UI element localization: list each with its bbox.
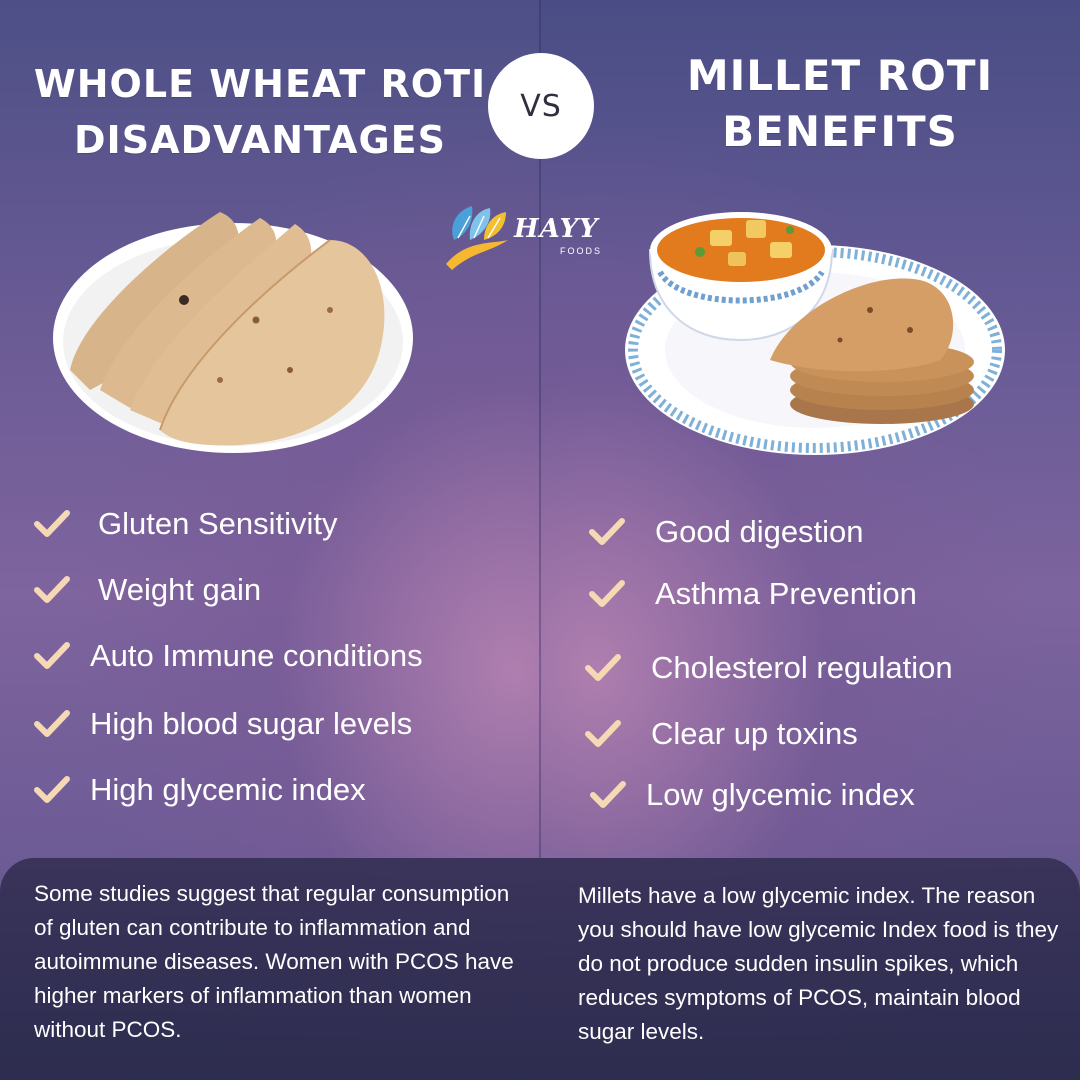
list-item-label: Good digestion xyxy=(655,514,864,549)
right-heading: MILLET ROTI BENEFITS xyxy=(686,51,994,156)
check-icon xyxy=(34,710,70,737)
logo-subtext: FOODS xyxy=(560,246,603,256)
millet-roti-image xyxy=(625,212,1005,455)
list-item-label: Clear up toxins xyxy=(651,716,858,751)
list-item: Good digestion xyxy=(587,514,864,550)
list-item: Asthma Prevention xyxy=(587,576,917,612)
list-item-label: Weight gain xyxy=(98,572,262,607)
check-icon xyxy=(585,654,621,681)
hayy-foods-logo-icon xyxy=(446,206,508,270)
right-note: Millets have a low glycemic index. The r… xyxy=(578,883,1059,1044)
check-icon xyxy=(34,576,70,603)
list-item-label: Cholesterol regulation xyxy=(651,650,953,685)
list-item: Auto Immune conditions xyxy=(32,638,423,674)
check-icon xyxy=(34,510,70,537)
check-icon xyxy=(34,642,70,669)
list-item: High glycemic index xyxy=(32,772,366,808)
bottom-notes-panel xyxy=(0,858,1080,1080)
panel-divider xyxy=(539,0,541,860)
logo-text: HAYY xyxy=(514,214,599,244)
check-icon xyxy=(34,776,70,803)
list-item: Cholesterol regulation xyxy=(583,650,953,686)
list-item: Weight gain xyxy=(32,572,261,608)
check-icon xyxy=(585,720,621,747)
list-item-label: Gluten Sensitivity xyxy=(98,506,338,541)
list-item-label: Asthma Prevention xyxy=(655,576,917,611)
list-item: High blood sugar levels xyxy=(32,706,412,742)
check-icon xyxy=(589,518,625,545)
left-note: Some studies suggest that regular consum… xyxy=(34,881,514,1042)
left-heading: WHOLE WHEAT ROTI DISADVANTAGES xyxy=(33,62,487,162)
list-item: Low glycemic index xyxy=(588,777,915,813)
list-item: Clear up toxins xyxy=(583,716,858,752)
vs-badge: VS xyxy=(488,53,594,159)
list-item: Gluten Sensitivity xyxy=(32,506,338,542)
list-item-label: Auto Immune conditions xyxy=(90,638,423,673)
list-item-label: High glycemic index xyxy=(90,772,366,807)
check-icon xyxy=(590,781,626,808)
list-item-label: High blood sugar levels xyxy=(90,706,413,741)
list-item-label: Low glycemic index xyxy=(646,777,915,812)
check-icon xyxy=(589,580,625,607)
whole-wheat-roti-image xyxy=(53,212,413,453)
